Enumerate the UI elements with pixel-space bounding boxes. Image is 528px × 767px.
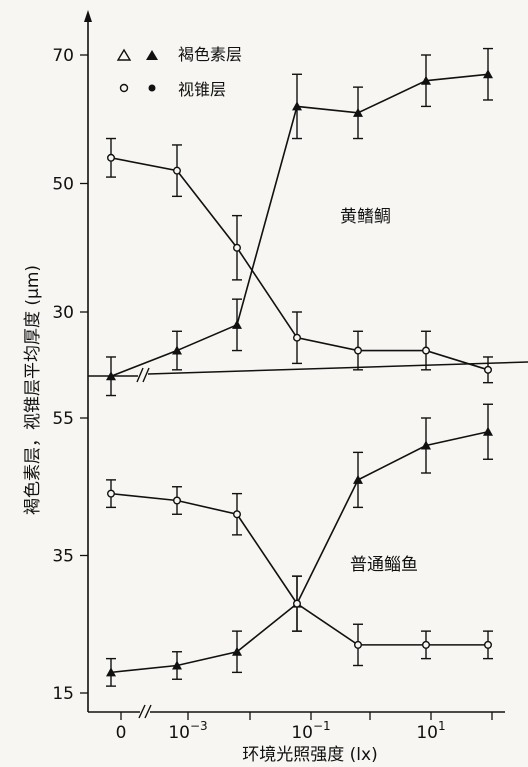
bottom-panel-label: 普通鲻鱼: [350, 555, 418, 575]
y-tick-label: 35: [52, 547, 74, 567]
triangle-point: [421, 75, 431, 85]
x-tick-1e-3: 10−3: [168, 719, 207, 743]
circle-point: [106, 489, 115, 498]
triangle-point: [292, 101, 302, 111]
series-line-cone: [110, 492, 488, 646]
x-axis-break: [138, 704, 152, 719]
triangle-point: [483, 69, 493, 79]
top-baseline-right: [147, 361, 528, 375]
circle-point: [293, 599, 302, 608]
y-tick-label: 50: [52, 175, 74, 195]
x-tick-1e-1: 10−1: [291, 719, 330, 743]
x-tick-zero: 0: [116, 723, 127, 743]
top-panel-label: 黄鳍鲷: [340, 207, 391, 227]
top-axis-break: [136, 367, 150, 383]
triangle-point: [353, 107, 363, 117]
series-line-pigment: [110, 430, 489, 674]
triangle-point: [106, 371, 116, 381]
circle-point: [422, 346, 431, 355]
triangle-point: [483, 426, 493, 436]
triangle-point: [232, 319, 242, 329]
y-axis-label: 褐色素层，视锥层平均厚度 (μm): [23, 265, 43, 515]
axes: 30 50 70 15 35 55: [52, 10, 528, 720]
circle-point: [484, 640, 493, 649]
triangle-point: [421, 440, 431, 450]
y-tick-label: 15: [52, 684, 74, 704]
y-tick-label: 55: [52, 409, 74, 429]
x-axis-label: 环境光照强度 (lx): [242, 745, 377, 765]
x-tick-labels: 0 10−3 10−1 101: [116, 719, 446, 743]
series-line-pigment: [110, 73, 489, 377]
legend-circle-label: 视锥层: [178, 80, 226, 99]
legend-filled-triangle-icon: [146, 50, 158, 60]
legend-filled-circle-icon: [148, 84, 156, 92]
legend-triangle-label: 褐色素层: [178, 45, 242, 64]
circle-point: [484, 365, 493, 374]
circle-point: [422, 640, 431, 649]
plot-area: [106, 47, 493, 687]
circle-point: [172, 166, 181, 175]
triangle-point: [172, 660, 182, 670]
y-tick-label: 30: [52, 303, 74, 323]
circle-point: [354, 346, 363, 355]
y-axis-arrow: [84, 10, 92, 22]
triangle-point: [106, 667, 116, 677]
triangle-point: [232, 646, 242, 656]
triangle-point: [172, 345, 182, 355]
circle-point: [106, 153, 115, 162]
legend-open-triangle-icon: [116, 48, 132, 61]
circle-point: [232, 243, 241, 252]
triangle-point: [353, 474, 363, 484]
circle-point: [232, 510, 241, 519]
circle-point: [293, 333, 302, 342]
x-tick-1e1: 101: [416, 719, 445, 743]
legend: 褐色素层 视锥层: [116, 45, 242, 99]
legend-open-circle-icon: [119, 83, 129, 93]
y-tick-label: 70: [52, 46, 74, 66]
circle-point: [354, 640, 363, 649]
circle-point: [172, 496, 181, 505]
